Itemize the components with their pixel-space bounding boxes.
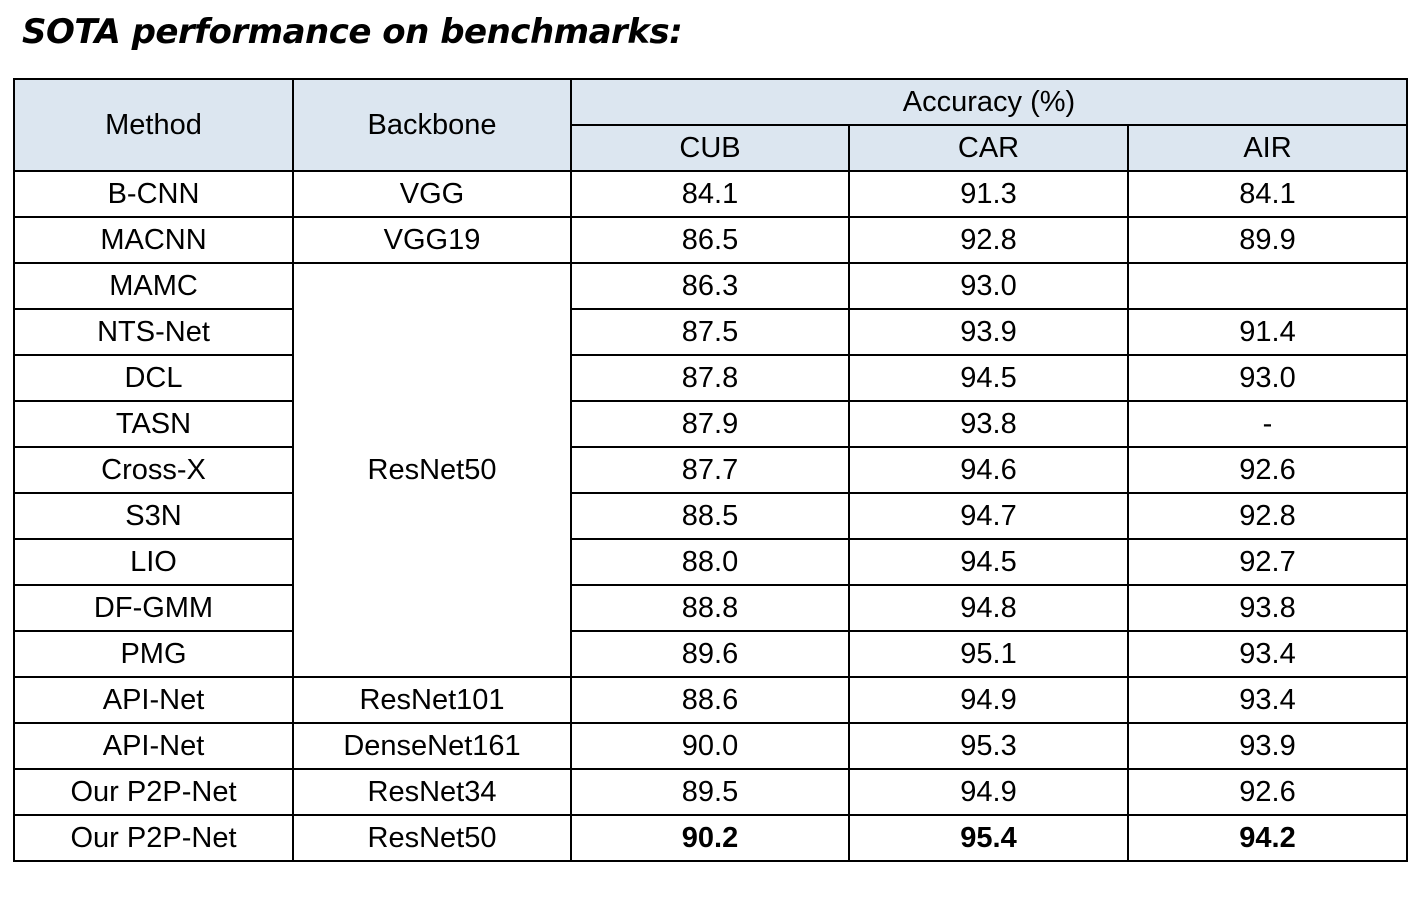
table-row: DF-GMM 88.8 94.8 93.8 (13, 584, 1408, 632)
accuracy-cell-air: 92.7 (1127, 538, 1408, 586)
accuracy-cell-car: 94.7 (848, 492, 1129, 540)
header-dataset-air: AIR (1127, 124, 1408, 172)
header-backbone: Backbone (292, 78, 572, 172)
accuracy-cell-air (1127, 262, 1408, 310)
accuracy-cell-car: 94.9 (848, 676, 1129, 724)
accuracy-cell-car: 93.0 (848, 262, 1129, 310)
table-row: API-Net ResNet101 88.6 94.9 93.4 (13, 676, 1408, 724)
accuracy-cell-car: 94.9 (848, 768, 1129, 816)
table-body: B-CNN VGG 84.1 91.3 84.1 MACNN VGG19 86.5 92.8 89… (13, 170, 1408, 862)
page-title: SOTA performance on benchmarks: (22, 12, 683, 52)
accuracy-cell-car: 94.8 (848, 584, 1129, 632)
accuracy-cell-car: 93.8 (848, 400, 1129, 448)
header-dataset-car: CAR (848, 124, 1129, 172)
accuracy-cell-car: 94.6 (848, 446, 1129, 494)
accuracy-cell-cub: 87.9 (570, 400, 850, 448)
method-cell: DCL (13, 354, 294, 402)
method-cell: S3N (13, 492, 294, 540)
accuracy-cell-air: 94.2 (1127, 814, 1408, 862)
header-row-bottom: CUB CAR AIR (14, 124, 1408, 172)
backbone-cell: VGG19 (292, 216, 572, 264)
accuracy-cell-air: - (1127, 400, 1408, 448)
table-row: MAMC ResNet50 86.3 93.0 (13, 262, 1408, 678)
table-row: PMG 89.6 95.1 93.4 (13, 630, 1408, 678)
accuracy-cell-cub: 90.0 (570, 722, 850, 770)
backbone-cell: ResNet101 (292, 676, 572, 724)
method-cell: API-Net (13, 722, 294, 770)
backbone-cell: VGG (292, 170, 572, 218)
accuracy-cell-air: 84.1 (1127, 170, 1408, 218)
accuracy-cell-air: 92.8 (1127, 492, 1408, 540)
accuracy-cell-air: 91.4 (1127, 308, 1408, 356)
header-method: Method (13, 78, 294, 172)
table-row: LIO 88.0 94.5 92.7 (13, 538, 1408, 586)
accuracy-cell-cub: 86.3 (570, 262, 850, 310)
accuracy-cell-air: 93.8 (1127, 584, 1408, 632)
method-cell: LIO (13, 538, 294, 586)
table-row: NTS-Net 87.5 93.9 91.4 (13, 308, 1408, 356)
accuracy-cell-cub: 84.1 (570, 170, 850, 218)
accuracy-cell-car: 95.4 (848, 814, 1129, 862)
accuracy-cell-car: 95.1 (848, 630, 1129, 678)
method-cell: MAMC (13, 262, 294, 310)
header-accuracy-group: Accuracy (%) (570, 78, 1408, 126)
benchmark-table: Method Backbone Accuracy (%) CUB CAR AIR… (13, 78, 1408, 862)
accuracy-cell-cub: 88.0 (570, 538, 850, 586)
backbone-cell: ResNet50 (292, 814, 572, 862)
accuracy-cell-cub: 87.8 (570, 354, 850, 402)
backbone-cell: ResNet34 (292, 768, 572, 816)
table-row: Our P2P-Net ResNet34 89.5 94.9 92.6 (13, 768, 1408, 816)
table-row: Cross-X 87.7 94.6 92.6 (13, 446, 1408, 494)
accuracy-cell-air: 93.9 (1127, 722, 1408, 770)
accuracy-cell-cub: 89.6 (570, 630, 850, 678)
method-cell: PMG (13, 630, 294, 678)
table-row: DCL 87.8 94.5 93.0 (13, 354, 1408, 402)
accuracy-cell-cub: 88.5 (570, 492, 850, 540)
table-header: Method Backbone Accuracy (%) CUB CAR AIR (13, 78, 1408, 172)
table-row: TASN 87.9 93.8- (13, 400, 1408, 448)
table-row: B-CNN VGG 84.1 91.3 84.1 (13, 170, 1408, 218)
method-cell: DF-GMM (13, 584, 294, 632)
table-row: S3N 88.5 94.7 92.8 (13, 492, 1408, 540)
method-cell: API-Net (13, 676, 294, 724)
accuracy-cell-car: 92.8 (848, 216, 1129, 264)
backbone-cell: ResNet50 (292, 262, 572, 678)
method-cell: NTS-Net (13, 308, 294, 356)
accuracy-cell-cub: 90.2 (570, 814, 850, 862)
table-row: API-Net DenseNet161 90.0 95.3 93.9 (13, 722, 1408, 770)
method-cell: Cross-X (13, 446, 294, 494)
accuracy-cell-air: 93.4 (1127, 676, 1408, 724)
table-row: Our P2P-Net ResNet50 90.2 95.4 94.2 (13, 814, 1408, 862)
method-cell: B-CNN (13, 170, 294, 218)
accuracy-cell-cub: 87.5 (570, 308, 850, 356)
method-cell: Our P2P-Net (13, 768, 294, 816)
accuracy-cell-air: 93.4 (1127, 630, 1408, 678)
method-cell: MACNN (13, 216, 294, 264)
accuracy-cell-cub: 86.5 (570, 216, 850, 264)
backbone-cell: DenseNet161 (292, 722, 572, 770)
accuracy-cell-cub: 88.8 (570, 584, 850, 632)
accuracy-cell-car: 95.3 (848, 722, 1129, 770)
accuracy-cell-car: 94.5 (848, 354, 1129, 402)
header-dataset-cub: CUB (570, 124, 850, 172)
accuracy-cell-car: 93.9 (848, 308, 1129, 356)
accuracy-cell-cub: 89.5 (570, 768, 850, 816)
accuracy-cell-car: 94.5 (848, 538, 1129, 586)
method-cell: Our P2P-Net (13, 814, 294, 862)
accuracy-cell-cub: 88.6 (570, 676, 850, 724)
method-cell: TASN (13, 400, 294, 448)
accuracy-cell-air: 92.6 (1127, 768, 1408, 816)
header-row-top: Method Backbone Accuracy (%) (13, 78, 1408, 172)
accuracy-cell-air: 89.9 (1127, 216, 1408, 264)
accuracy-cell-air: 92.6 (1127, 446, 1408, 494)
accuracy-cell-cub: 87.7 (570, 446, 850, 494)
accuracy-cell-air: 93.0 (1127, 354, 1408, 402)
table-row: MACNN VGG19 86.5 92.8 89.9 (13, 216, 1408, 264)
accuracy-cell-car: 91.3 (848, 170, 1129, 218)
